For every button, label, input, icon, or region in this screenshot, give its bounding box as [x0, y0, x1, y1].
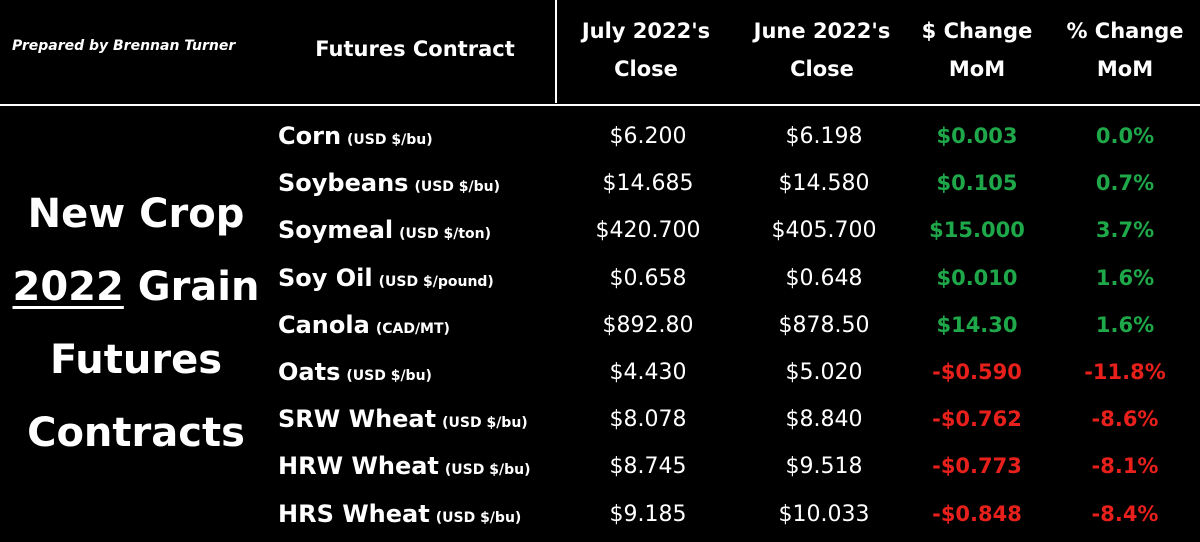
july-close-value: $9.185 — [609, 501, 687, 527]
percent-change-value: -8.1% — [1091, 454, 1159, 479]
dollar-change-value: -$0.762 — [932, 407, 1022, 432]
percent-change-value: 0.7% — [1095, 171, 1155, 196]
header-vertical-divider — [555, 0, 557, 103]
contract-name: HRW Wheat (USD $/bu) — [278, 443, 531, 494]
dollar-change-value: -$0.773 — [932, 454, 1022, 479]
contract-label: HRW Wheat — [278, 452, 439, 481]
contract-unit: (USD $/bu) — [414, 179, 501, 196]
june-close-value: $5.020 — [785, 359, 863, 385]
july-close-value: $420.700 — [595, 218, 701, 244]
contract-unit: (CAD/MT) — [375, 320, 450, 337]
contract-unit: (USD $/ton) — [399, 226, 491, 243]
contract-name: Soybeans (USD $/bu) — [278, 160, 500, 211]
header-dollar-line2: MoM — [948, 57, 1006, 81]
header-june-close: June 2022's Close — [732, 12, 912, 88]
header-pct-line2: MoM — [1096, 57, 1154, 81]
contract-name: Oats (USD $/bu) — [278, 349, 432, 400]
percent-change-value: 1.6% — [1095, 312, 1155, 337]
contract-unit: (USD $/bu) — [444, 462, 531, 479]
table-row: Soy Oil (USD $/pound) $0.658 $0.648 $0.01… — [0, 255, 1200, 302]
header-july-line2: Close — [614, 57, 678, 81]
july-close-value: $6.200 — [609, 124, 687, 149]
contract-label: Soybeans — [278, 169, 409, 198]
dollar-change-value: -$0.590 — [932, 359, 1022, 384]
table-row: HRW Wheat (USD $/bu) $8.745 $9.518 -$0.77… — [0, 443, 1200, 490]
percent-change-value: 3.7% — [1095, 218, 1155, 243]
contract-name: Canola (CAD/MT) — [278, 302, 450, 353]
contract-name: Soymeal (USD $/ton) — [278, 207, 491, 258]
side-title-line3: Futures — [49, 337, 223, 383]
july-close-value: $8.078 — [609, 407, 687, 433]
side-title-year: 2022 — [12, 264, 124, 310]
june-close-value: $878.50 — [778, 312, 870, 338]
percent-change-value: -11.8% — [1084, 359, 1166, 384]
dollar-change-value: $0.010 — [936, 265, 1018, 290]
header-dollar-line1: $ Change — [921, 19, 1033, 43]
table-row: SRW Wheat (USD $/bu) $8.078 $8.840 -$0.76… — [0, 396, 1200, 443]
july-close-value: $8.745 — [609, 454, 687, 480]
contract-unit: (USD $/bu) — [347, 132, 433, 148]
percent-change-value: -8.6% — [1091, 407, 1159, 432]
header-july-close: July 2022's Close — [556, 12, 736, 88]
side-title: New Crop 2022 Grain Futures Contracts — [0, 178, 272, 470]
percent-change-value: -8.4% — [1091, 501, 1159, 526]
june-close-value: $10.033 — [778, 501, 870, 527]
contract-label: Soy Oil — [278, 263, 373, 292]
table-row: Soybeans (USD $/bu) $14.685 $14.580 $0.10… — [0, 160, 1200, 207]
percent-change-value: 1.6% — [1095, 265, 1155, 290]
table-row: Oats (USD $/bu) $4.430 $5.020 -$0.590 -11… — [0, 349, 1200, 396]
header-june-line1: June 2022's — [753, 19, 891, 43]
contract-unit: (USD $/bu) — [346, 367, 432, 384]
percent-change-value: 0.0% — [1095, 124, 1155, 148]
contract-name: Corn (USD $/bu) — [278, 113, 433, 164]
june-close-value: $14.580 — [778, 171, 870, 197]
june-close-value: $9.518 — [785, 454, 863, 480]
dollar-change-value: $14.30 — [936, 312, 1018, 337]
dollar-change-value: $0.003 — [936, 124, 1018, 148]
june-close-value: $405.700 — [771, 218, 877, 244]
contract-label: Canola — [278, 310, 370, 339]
june-close-value: $6.198 — [785, 124, 863, 149]
july-close-value: $4.430 — [609, 359, 687, 385]
prepared-by-credit: Prepared by Brennan Turner — [12, 38, 236, 54]
july-close-value: $14.685 — [602, 171, 694, 197]
table-row: HRS Wheat (USD $/bu) $9.185 $10.033 -$0.8… — [0, 491, 1200, 538]
july-close-value: $892.80 — [602, 312, 694, 338]
june-close-value: $8.840 — [785, 407, 863, 433]
header-june-line2: Close — [790, 57, 854, 81]
header-horizontal-divider — [0, 104, 1200, 106]
contract-unit: (USD $/bu) — [435, 509, 522, 526]
side-title-line1: New Crop — [27, 191, 245, 237]
header-futures-contract: Futures Contract — [315, 37, 515, 61]
futures-table-body: Corn (USD $/bu) $6.200 $6.198 $0.003 0.0%… — [0, 113, 1200, 538]
header-july-line1: July 2022's — [581, 19, 711, 43]
dollar-change-value: $0.105 — [936, 171, 1018, 196]
contract-unit: (USD $/bu) — [442, 415, 528, 432]
contract-label: SRW Wheat — [278, 405, 437, 434]
contract-label: Corn — [278, 122, 342, 150]
table-row: Canola (CAD/MT) $892.80 $878.50 $14.30 1.… — [0, 302, 1200, 349]
contract-label: Oats — [278, 357, 341, 386]
contract-label: Soymeal — [278, 216, 394, 245]
july-close-value: $0.658 — [609, 265, 687, 291]
header-percent-change: % Change MoM — [1050, 12, 1200, 88]
dollar-change-value: $15.000 — [929, 218, 1025, 243]
header-pct-line1: % Change — [1066, 19, 1184, 43]
contract-name: Soy Oil (USD $/pound) — [278, 255, 494, 306]
contract-name: HRS Wheat (USD $/bu) — [278, 491, 521, 542]
contract-label: HRS Wheat — [278, 499, 430, 528]
june-close-value: $0.648 — [785, 265, 863, 291]
table-row: Corn (USD $/bu) $6.200 $6.198 $0.003 0.0% — [0, 113, 1200, 160]
table-row: Soymeal (USD $/ton) $420.700 $405.700 $15… — [0, 207, 1200, 254]
contract-unit: (USD $/pound) — [378, 273, 494, 290]
header-dollar-change: $ Change MoM — [902, 12, 1052, 88]
side-title-grain: Grain — [137, 264, 260, 310]
side-title-line2: 2022 Grain — [0, 251, 272, 324]
dollar-change-value: -$0.848 — [932, 501, 1022, 526]
contract-name: SRW Wheat (USD $/bu) — [278, 396, 528, 447]
side-title-line4: Contracts — [27, 410, 245, 456]
